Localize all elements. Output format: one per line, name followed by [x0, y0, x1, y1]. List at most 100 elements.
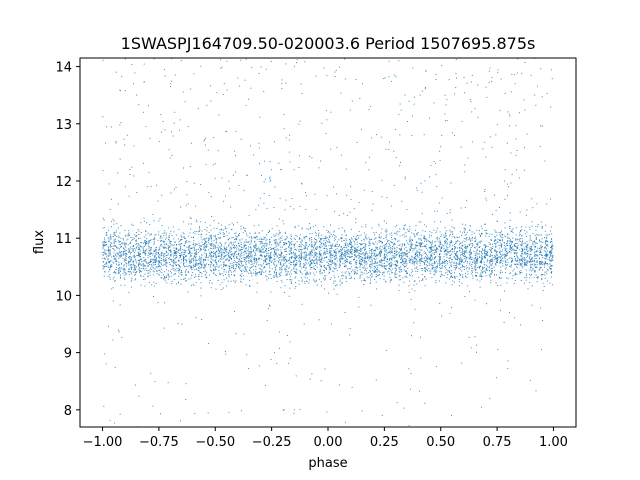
- data-point: [303, 323, 305, 325]
- data-point: [204, 244, 206, 246]
- data-point: [185, 259, 187, 261]
- data-point: [435, 282, 437, 283]
- data-point: [102, 261, 104, 263]
- data-point: [285, 256, 287, 258]
- data-point: [221, 282, 223, 283]
- data-point: [369, 270, 371, 272]
- data-point: [266, 238, 268, 240]
- data-point: [196, 262, 198, 264]
- data-point: [163, 278, 164, 280]
- data-point: [119, 267, 120, 269]
- data-point: [114, 271, 116, 273]
- data-point: [131, 63, 133, 65]
- data-point: [132, 250, 134, 252]
- data-point: [385, 228, 387, 230]
- data-point: [396, 262, 398, 264]
- data-point: [316, 256, 318, 258]
- data-point: [420, 234, 422, 236]
- data-point: [408, 285, 410, 287]
- data-point: [392, 268, 394, 270]
- data-point: [187, 253, 189, 254]
- data-point: [119, 90, 121, 92]
- data-point: [278, 162, 280, 164]
- data-point: [417, 256, 419, 258]
- data-point: [260, 273, 262, 275]
- data-point: [371, 253, 373, 255]
- data-point: [123, 267, 125, 269]
- data-point: [276, 225, 278, 227]
- data-point: [115, 272, 117, 274]
- data-point: [154, 237, 156, 239]
- data-point: [403, 269, 405, 271]
- data-point: [345, 277, 347, 279]
- data-point: [413, 262, 415, 264]
- data-point: [160, 244, 161, 246]
- data-point: [371, 260, 373, 262]
- data-point: [110, 234, 112, 236]
- data-point: [230, 280, 232, 282]
- data-point: [321, 285, 322, 287]
- data-point: [415, 255, 417, 257]
- data-point: [350, 277, 352, 279]
- data-point: [386, 238, 388, 240]
- data-point: [178, 270, 180, 271]
- data-point: [340, 264, 341, 266]
- data-point: [318, 234, 320, 236]
- data-point: [256, 272, 258, 274]
- data-point: [172, 260, 174, 262]
- data-point: [276, 253, 277, 255]
- data-point: [243, 245, 245, 247]
- data-point: [366, 238, 368, 240]
- data-point: [246, 266, 248, 268]
- data-point: [366, 262, 368, 264]
- data-point: [189, 245, 191, 247]
- data-point: [178, 265, 180, 267]
- data-point: [193, 265, 195, 266]
- data-point: [239, 268, 241, 270]
- data-point: [236, 262, 238, 264]
- data-point: [401, 248, 402, 250]
- data-point: [192, 258, 194, 260]
- data-point: [147, 262, 149, 264]
- data-point: [102, 251, 104, 253]
- data-point: [285, 233, 286, 234]
- data-point: [126, 239, 128, 241]
- data-point: [194, 231, 196, 233]
- data-point: [349, 211, 351, 213]
- data-point: [288, 241, 290, 243]
- data-point: [185, 280, 186, 282]
- data-point: [335, 70, 337, 71]
- data-point: [229, 249, 231, 251]
- data-point: [138, 262, 140, 264]
- data-point: [216, 255, 218, 257]
- data-point: [103, 244, 105, 246]
- data-point: [428, 262, 430, 264]
- data-point: [384, 248, 386, 250]
- data-point: [343, 275, 345, 277]
- data-point: [203, 264, 205, 266]
- data-point: [453, 248, 455, 250]
- data-point: [129, 267, 131, 269]
- data-point: [243, 254, 245, 256]
- data-point: [316, 246, 318, 248]
- data-point: [439, 159, 441, 161]
- data-point: [135, 260, 137, 262]
- data-point: [380, 251, 382, 253]
- data-point: [396, 254, 398, 256]
- data-point: [448, 79, 450, 81]
- data-point: [425, 278, 427, 280]
- data-point: [424, 263, 426, 265]
- data-point: [354, 262, 356, 264]
- data-point: [220, 245, 222, 247]
- data-point: [378, 225, 380, 227]
- data-point: [368, 277, 370, 279]
- data-point: [119, 240, 121, 242]
- data-point: [234, 270, 236, 272]
- data-point: [410, 245, 412, 247]
- data-point: [269, 242, 271, 244]
- data-point: [201, 248, 202, 250]
- data-point: [225, 195, 226, 197]
- data-point: [456, 256, 458, 257]
- data-point: [401, 245, 403, 247]
- data-point: [261, 245, 263, 247]
